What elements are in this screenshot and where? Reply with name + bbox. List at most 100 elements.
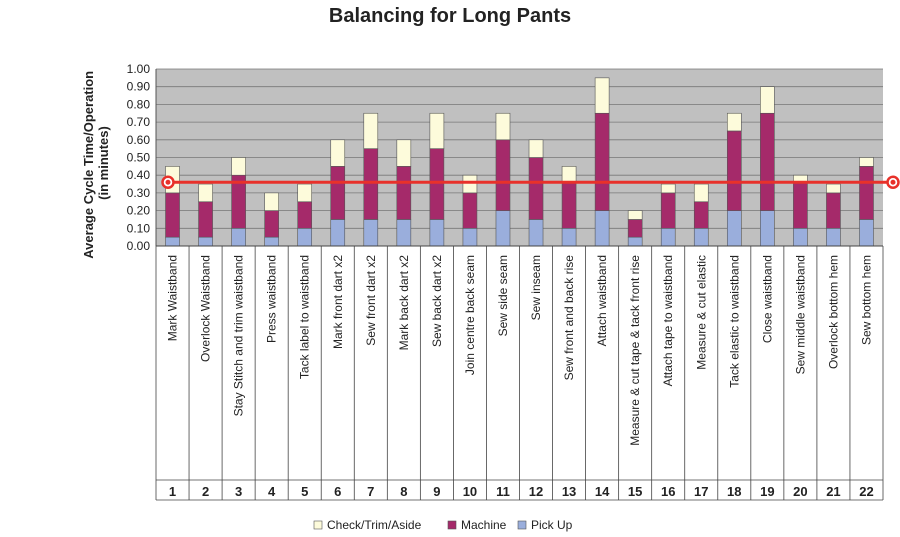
x-category-label: Attach waistband <box>595 255 609 346</box>
bar-segment-check-trim-aside <box>495 112 511 141</box>
y-tick-labels: 0.00 0.10 0.20 0.30 0.40 0.50 0.60 0.70 0.80 0.90… <box>127 62 151 253</box>
x-category-number: 5 <box>301 484 308 499</box>
bar-segment-pick-up <box>660 228 676 247</box>
x-category-number: 15 <box>628 484 642 499</box>
bar-segment-machine <box>264 210 279 238</box>
x-category-label: Sew inseam <box>529 255 543 320</box>
legend-label: Check/Trim/Aside <box>327 518 422 532</box>
bar-segment-machine <box>793 181 808 229</box>
x-category-number: 13 <box>562 484 576 499</box>
x-category-number: 19 <box>760 484 774 499</box>
bar-segment-check-trim-aside <box>264 192 279 211</box>
x-category-number: 22 <box>859 484 873 499</box>
bar-segment-pick-up <box>726 210 742 247</box>
bar-segment-check-trim-aside <box>826 183 841 194</box>
x-category-number: 1 <box>169 484 176 499</box>
y-tick-label: 0.00 <box>127 239 151 253</box>
y-tick-label: 0.20 <box>127 204 151 218</box>
y-axis-label-line2: (in minutes) <box>96 126 111 200</box>
x-category-number: 7 <box>367 484 374 499</box>
x-category-label: Sew middle waistband <box>793 255 807 374</box>
target-line-endpoint-dot <box>890 179 896 185</box>
y-tick-label: 1.00 <box>127 62 151 76</box>
x-category-label: Measure & cut tape & tack front rise <box>628 255 642 446</box>
bar-segment-check-trim-aside <box>561 166 577 183</box>
bar-segment-machine <box>826 192 841 229</box>
bar-segment-pick-up <box>826 228 841 247</box>
x-category-label: Press waistband <box>265 255 279 343</box>
x-category-label: Mark back dart x2 <box>397 255 411 351</box>
bar-segment-check-trim-aside <box>330 139 346 167</box>
bar-segment-machine <box>330 166 346 220</box>
bar-segment-pick-up <box>859 219 874 247</box>
bar-segment-check-trim-aside <box>660 183 676 194</box>
bar-segment-pick-up <box>594 210 610 247</box>
bar-segment-machine <box>726 130 742 211</box>
bar-segment-machine <box>627 219 643 238</box>
x-category-number: 9 <box>433 484 440 499</box>
bar-segment-machine <box>561 181 577 229</box>
x-category-number: 4 <box>268 484 276 499</box>
x-category-label: Sew side seam <box>496 255 510 336</box>
y-tick-label: 0.90 <box>127 80 151 94</box>
bar-segment-machine <box>693 201 709 229</box>
x-category-number: 16 <box>661 484 675 499</box>
legend: Check/Trim/Aside Machine Pick Up <box>313 518 573 532</box>
x-category-number: 21 <box>826 484 840 499</box>
bar-segment-machine <box>165 192 180 238</box>
target-line-group <box>161 175 900 190</box>
x-category-number: 18 <box>727 484 741 499</box>
bar-segment-pick-up <box>264 236 279 247</box>
x-category-label: Overlock Waistband <box>199 255 213 362</box>
target-line-endpoint-dot <box>165 179 171 185</box>
x-category-label: Measure & cut elastic <box>694 255 708 370</box>
bar-segment-check-trim-aside <box>760 86 775 114</box>
bar-segment-machine <box>198 201 213 238</box>
x-category-label: Tack elastic to waistband <box>727 255 741 388</box>
y-tick-label: 0.80 <box>127 97 151 111</box>
bar-segment-check-trim-aside <box>594 77 610 114</box>
y-tick-label: 0.30 <box>127 186 151 200</box>
bar-segment-pick-up <box>429 219 445 247</box>
bar-segment-machine <box>429 148 445 220</box>
x-category-label: Close waistband <box>760 255 774 343</box>
bar-segment-machine <box>528 157 544 220</box>
bar-segment-check-trim-aside <box>528 139 544 158</box>
x-category-label: Overlock bottom hem <box>826 255 840 369</box>
x-category-label: Join centre back seam <box>463 255 477 375</box>
x-category-label: Sew bottom hem <box>859 255 873 345</box>
bar-segment-machine <box>495 139 511 211</box>
legend-label: Pick Up <box>531 518 573 532</box>
x-category-label: Sew back dart x2 <box>430 255 444 347</box>
bar-segment-pick-up <box>462 228 478 247</box>
bar-segment-check-trim-aside <box>693 183 709 203</box>
x-category-label: Attach tape to waistband <box>661 255 675 386</box>
bar-segment-pick-up <box>396 219 412 247</box>
x-category-number: 3 <box>235 484 242 499</box>
chart-title: Balancing for Long Pants <box>329 5 571 27</box>
bar-segment-machine <box>760 112 775 211</box>
bar-segment-pick-up <box>627 236 643 247</box>
bar-segment-check-trim-aside <box>859 157 874 167</box>
bar-segment-machine <box>594 112 610 211</box>
x-category-label: Sew front and back rise <box>562 255 576 381</box>
y-tick-label: 0.10 <box>127 221 151 235</box>
y-axis-label: Average Cycle Time/Operation (in minutes… <box>81 67 111 258</box>
bar-segment-check-trim-aside <box>462 174 478 194</box>
category-table: Mark Waistband 1 Overlock Waistband 2 Stay S… <box>155 245 884 501</box>
y-tick-label: 0.60 <box>127 133 151 147</box>
bar-segment-machine <box>462 192 478 229</box>
bar-segment-pick-up <box>793 228 808 247</box>
bar-segment-machine <box>660 192 676 229</box>
bar-segment-check-trim-aside <box>429 112 445 149</box>
bar-segment-pick-up <box>528 219 544 247</box>
bar-segment-pick-up <box>330 219 346 247</box>
x-category-number: 14 <box>595 484 610 499</box>
y-axis-label-line1: Average Cycle Time/Operation <box>81 71 96 259</box>
bar-segment-pick-up <box>363 219 379 247</box>
bar-segment-pick-up <box>297 228 313 247</box>
x-category-label: Mark front dart x2 <box>331 255 345 349</box>
x-category-label: Tack label to waistband <box>298 255 312 379</box>
x-category-label: Stay Stitch and trim waistband <box>232 255 246 416</box>
